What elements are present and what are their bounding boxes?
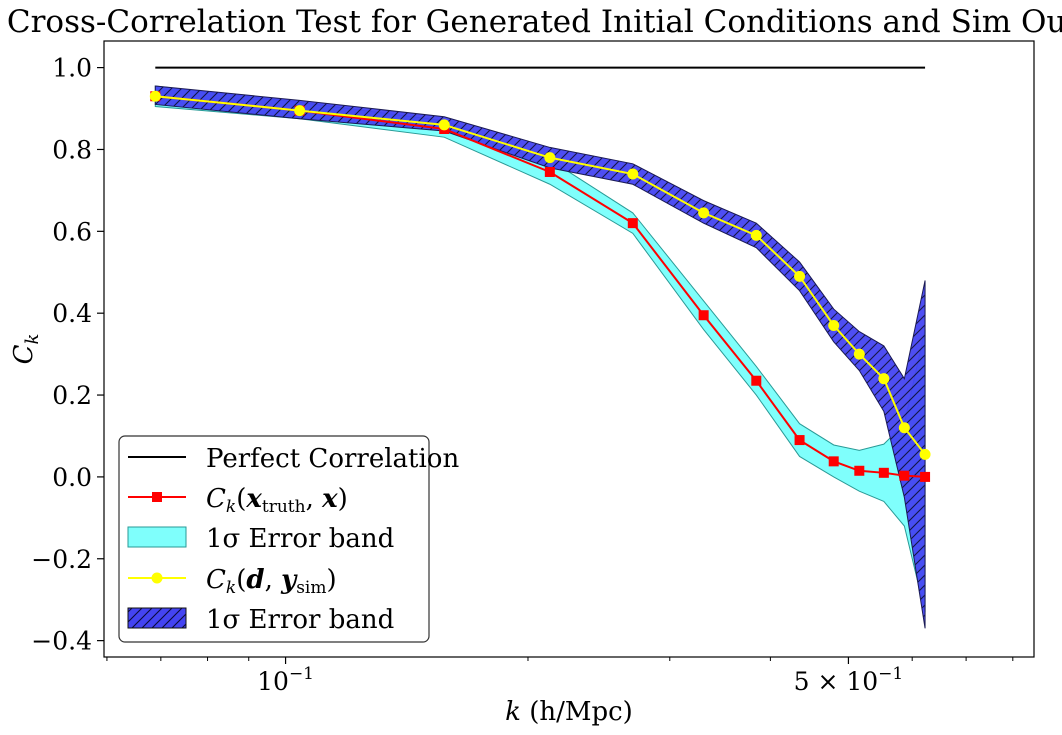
legend-handle-band-blue xyxy=(127,607,187,629)
marker-truth-7 xyxy=(794,435,805,446)
legend-frame xyxy=(118,435,430,643)
marker-sim-8 xyxy=(828,319,840,331)
marker-sim-12 xyxy=(919,448,931,460)
legend-label-band-cyan: 1σ Error band xyxy=(206,524,394,554)
marker-truth-4 xyxy=(627,218,638,229)
y-tick-label-5: 0.0 xyxy=(52,463,92,492)
legend: Perfect Correlation Ck(xtruth, x) 1σ Err… xyxy=(118,435,459,643)
marker-sim-9 xyxy=(853,348,865,360)
series-lines xyxy=(155,66,926,478)
y-tick-label-1: 0.8 xyxy=(52,135,92,164)
legend-marker-sim xyxy=(151,572,163,584)
marker-truth-11 xyxy=(899,470,910,481)
y-tick-label-4: 0.2 xyxy=(52,381,92,410)
x-axis: 10−1 5 × 10−1 xyxy=(106,657,1014,696)
y-tick-label-0: 1.0 xyxy=(52,54,92,83)
y-tick-label-3: 0.4 xyxy=(52,299,92,328)
marker-truth-6 xyxy=(751,375,762,386)
marker-sim-0 xyxy=(149,90,161,102)
marker-sim-6 xyxy=(750,229,762,241)
y-tick-label-7: −0.4 xyxy=(31,627,92,656)
marker-truth-3 xyxy=(544,166,555,177)
marker-sim-4 xyxy=(627,168,639,180)
x-tick-label-1: 5 × 10−1 xyxy=(794,664,904,696)
legend-label-perfect: Perfect Correlation xyxy=(206,444,459,474)
legend-label-sim: Ck(d, ysim) xyxy=(206,565,337,598)
marker-sim-11 xyxy=(898,422,910,434)
y-tick-label-6: −0.2 xyxy=(31,545,92,574)
marker-sim-1 xyxy=(294,105,306,117)
legend-label-truth: Ck(xtruth, x) xyxy=(206,484,348,517)
chart-title: Cross-Correlation Test for Generated Ini… xyxy=(7,4,1062,40)
marker-truth-10 xyxy=(878,467,889,478)
error-band-blue xyxy=(154,85,926,629)
legend-label-band-blue: 1σ Error band xyxy=(206,605,394,635)
marker-truth-12 xyxy=(920,471,931,482)
marker-sim-2 xyxy=(438,119,450,131)
marker-truth-9 xyxy=(854,465,865,476)
marker-sim-5 xyxy=(698,207,710,219)
y-axis: 1.0 0.8 0.6 0.4 0.2 0.0 −0.2 −0.4 xyxy=(31,54,104,656)
legend-handle-band-cyan xyxy=(127,526,187,548)
error-bands xyxy=(154,85,926,629)
plot-frame xyxy=(103,40,1035,658)
y-axis-label: Ck xyxy=(9,334,43,365)
x-tick-label-0: 10−1 xyxy=(257,664,314,696)
marker-sim-10 xyxy=(878,373,890,385)
legend-marker-truth xyxy=(152,492,162,502)
marker-truth-8 xyxy=(828,456,839,467)
marker-sim-7 xyxy=(794,270,806,282)
series-markers xyxy=(149,90,931,482)
x-axis-label: k (h/Mpc) xyxy=(505,697,633,727)
marker-truth-5 xyxy=(698,310,709,321)
marker-sim-3 xyxy=(544,152,556,164)
y-tick-label-2: 0.6 xyxy=(52,217,92,246)
